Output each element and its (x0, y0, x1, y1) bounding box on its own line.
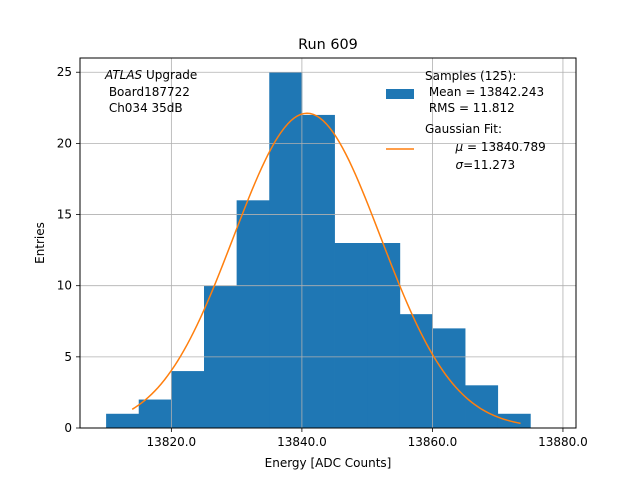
y-tick-label: 10 (57, 279, 72, 293)
y-tick-label: 25 (57, 65, 72, 79)
histogram-bar (334, 243, 368, 428)
plot-frame (79, 57, 577, 429)
atlas-annotation: ATLAS Upgrade Board187722 Ch034 35dB (104, 68, 197, 115)
annotation-atlas: ATLAS (104, 68, 143, 82)
histogram-bar (497, 413, 531, 428)
legend-fit-sigma-symbol: σ (456, 158, 464, 172)
legend-fit-sigma: =11.273 (463, 158, 515, 172)
y-tick-label: 20 (57, 136, 72, 150)
histogram-bar (236, 200, 270, 428)
histogram-bar (106, 413, 140, 428)
legend: Samples (125): Mean = 13842.243 RMS = 11… (386, 69, 565, 172)
gaussian-fit-curve (131, 112, 521, 425)
x-axis-ticks: 13820.0 13840.0 13860.0 13880.0 (147, 428, 588, 449)
annotation-upgrade: Upgrade (142, 68, 197, 82)
x-tick-label: 13820.0 (147, 435, 197, 449)
histogram-bar (301, 114, 335, 428)
annotation-board: Board187722 (105, 85, 190, 99)
y-tick-label: 15 (57, 208, 72, 222)
histogram-bar (138, 399, 172, 428)
histogram-bar (269, 72, 303, 428)
legend-hist-rms: RMS = 11.812 (425, 101, 515, 115)
x-tick-label: 13860.0 (408, 435, 458, 449)
x-axis-label: Energy [ADC Counts] (265, 456, 392, 470)
legend-hist-title: Samples (125): (425, 69, 516, 83)
y-tick-label: 0 (64, 421, 72, 435)
y-axis-label: Entries (33, 222, 47, 264)
svg-text:σ=11.273: σ=11.273 (425, 158, 534, 172)
histogram-bar (399, 314, 433, 428)
x-tick-label: 13840.0 (277, 435, 327, 449)
histogram-bar (171, 371, 205, 428)
histogram-bar (367, 243, 401, 428)
x-tick-label: 13880.0 (538, 435, 588, 449)
histogram-bar (465, 385, 499, 428)
legend-hist-swatch (386, 89, 414, 99)
legend-hist-mean: Mean = 13842.243 (425, 85, 544, 99)
svg-text:ATLAS Upgrade: ATLAS Upgrade (104, 68, 197, 82)
legend-fit-mu: = 13840.789 (463, 140, 546, 154)
y-tick-label: 5 (64, 350, 72, 364)
chart-title: Run 609 (298, 37, 358, 53)
grid-lines (80, 58, 576, 429)
y-axis-ticks: 0 5 10 15 20 25 (57, 65, 80, 435)
annotation-channel: Ch034 35dB (105, 101, 183, 115)
svg-text:μ = 13840.789: μ = 13840.789 (425, 140, 565, 154)
legend-fit-title: Gaussian Fit: (425, 122, 502, 136)
legend-fit-mu-symbol: μ (455, 140, 464, 154)
